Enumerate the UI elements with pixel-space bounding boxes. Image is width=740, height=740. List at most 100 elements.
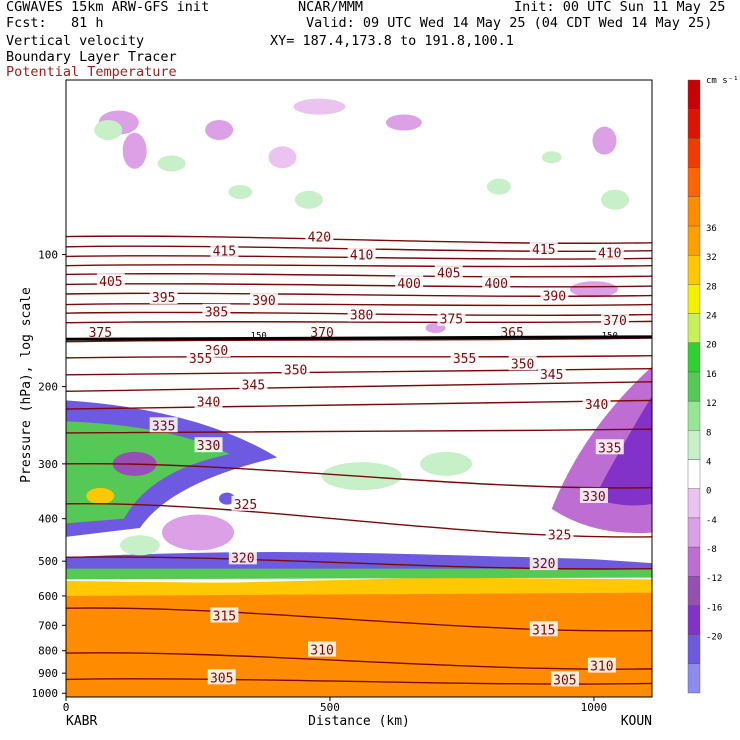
colorbar-label: 32 (706, 253, 717, 263)
theta-label: 375 (89, 326, 112, 341)
potential-temperature-contours: 420 415 415 410 410 405 405 400 400 395 390 390 385 3… (65, 228, 653, 688)
shade-patch (157, 155, 186, 172)
shade-patch (122, 132, 147, 169)
x-tick-label: 0 (63, 701, 70, 714)
pbl-label: 150 (251, 332, 267, 342)
theta-label: 415 (532, 243, 555, 258)
theta-label-bg (579, 487, 608, 503)
shade-patch (601, 189, 630, 210)
theta-label: 340 (197, 395, 220, 410)
theta-contour (65, 283, 653, 288)
colorbar-label: -8 (706, 545, 717, 555)
theta-label-bg (582, 395, 611, 411)
theta-label-bg (434, 264, 463, 280)
theta-label: 410 (350, 249, 373, 264)
theta-label: 380 (350, 309, 373, 324)
shade-patch (94, 119, 123, 140)
theta-label: 330 (582, 490, 605, 505)
colorbar-swatch (687, 663, 701, 694)
shade-patch (385, 114, 422, 131)
y-tick-label: 200 (38, 381, 58, 394)
theta-label-bg (601, 312, 630, 328)
theta-label-bg (194, 393, 223, 409)
shade-patch (592, 126, 617, 155)
colorbar-swatch (687, 79, 701, 110)
theta-contour (65, 399, 653, 410)
theta-contour (65, 235, 653, 244)
theta-label-bg (508, 355, 537, 371)
shade-patch (228, 184, 253, 199)
theta-label: 345 (540, 368, 563, 383)
theta-label: 420 (308, 231, 331, 246)
theta-label-bg (207, 669, 236, 685)
colorbar-swatch (687, 225, 701, 256)
theta-contour (65, 607, 653, 632)
y-tick-label: 100 (38, 249, 58, 262)
theta-label: 395 (152, 291, 175, 306)
plot-frame (65, 79, 653, 698)
y-tick-label: 800 (38, 645, 58, 658)
colorbar-swatch (687, 284, 701, 314)
theta-label-bg (194, 437, 223, 453)
theta-label: 405 (437, 267, 460, 282)
theta-label-bg (498, 323, 527, 339)
theta-label-bg (86, 323, 115, 339)
theta-contour (65, 556, 653, 570)
colorbar-swatch (687, 400, 701, 431)
theta-label: 320 (231, 551, 254, 566)
pbl-contour-line (65, 335, 653, 341)
boundary-layer-tracer-contour: 150 150 (65, 332, 653, 342)
distance-axis: 0 500 1000 (63, 697, 607, 714)
colorbar-label: 36 (706, 224, 717, 234)
field-boundary-layer-tracer: Boundary Layer Tracer (6, 49, 177, 65)
theta-label: 350 (511, 357, 534, 372)
theta-label: 350 (284, 364, 307, 379)
colorbar: 36 32 28 24 20 16 12 8 4 0 -4 -8 -12 -16 -20 (687, 79, 722, 694)
theta-label-bg (281, 361, 310, 377)
theta-label: 335 (598, 441, 621, 456)
shade-descent-mid (161, 514, 234, 551)
theta-label-bg (210, 242, 239, 258)
colorbar-swatch (687, 196, 701, 227)
colorbar-swatch (687, 605, 701, 635)
theta-label: 305 (553, 673, 576, 688)
colorbar-swatch (687, 371, 701, 402)
theta-label: 320 (532, 557, 555, 572)
theta-label: 325 (548, 529, 571, 544)
theta-label-bg (347, 306, 376, 322)
theta-label-bg (347, 246, 376, 262)
theta-label: 345 (242, 379, 265, 394)
theta-contour (65, 462, 653, 489)
theta-label: 340 (585, 398, 608, 413)
theta-label-bg (537, 365, 566, 381)
shade-patch (205, 119, 234, 140)
cross-section-endpoints: XY= 187.4,173.8 to 191.8,100.1 (270, 33, 514, 49)
theta-label: 355 (189, 352, 212, 367)
theta-label: 325 (234, 498, 257, 513)
theta-label-bg (595, 244, 624, 260)
colorbar-swatch (687, 517, 701, 548)
theta-label-bg (587, 657, 616, 673)
y-tick-label: 1000 (32, 687, 59, 700)
colorbar-swatch (687, 634, 701, 665)
colorbar-swatch (687, 138, 701, 168)
shade-patch (541, 151, 562, 164)
vertical-velocity-shading (66, 98, 652, 697)
theta-contour (65, 428, 653, 434)
theta-label-bg (202, 303, 231, 319)
shade-patch (268, 146, 297, 169)
theta-label: 315 (213, 610, 236, 625)
theta-label: 375 (440, 313, 463, 328)
theta-label: 335 (152, 419, 175, 434)
theta-contour (65, 273, 653, 278)
theta-contour (65, 264, 653, 268)
theta-label-bg (529, 555, 558, 571)
theta-label-bg (231, 495, 260, 511)
y-tick-label: 900 (38, 667, 58, 680)
field-potential-temperature: Potential Temperature (6, 64, 177, 80)
theta-label: 315 (532, 623, 555, 638)
theta-label: 310 (590, 660, 613, 675)
theta-label-bg (239, 376, 268, 392)
theta-label-bg (308, 641, 337, 657)
